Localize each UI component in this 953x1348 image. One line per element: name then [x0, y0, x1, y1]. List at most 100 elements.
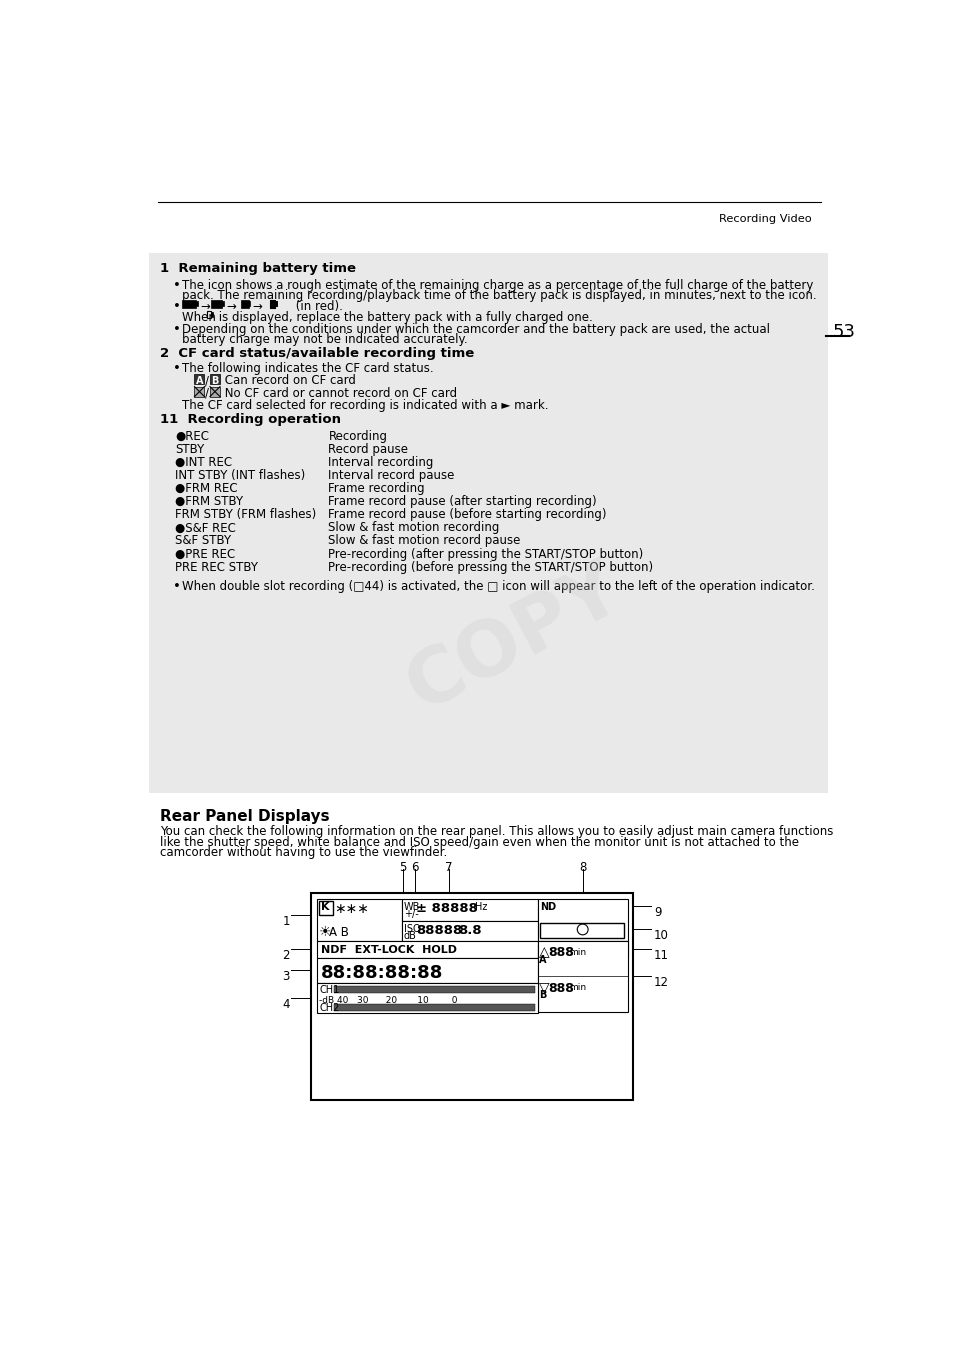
Text: Interval record pause: Interval record pause: [328, 469, 455, 483]
Text: →: →: [226, 301, 235, 313]
Bar: [402, 899, 537, 921]
Text: 11  Recording operation: 11 Recording operation: [159, 412, 340, 426]
Text: The CF card selected for recording is indicated with a ► mark.: The CF card selected for recording is in…: [182, 399, 548, 412]
Text: △: △: [538, 945, 549, 958]
Text: pack. The remaining recording/playback time of the battery pack is displayed, in: pack. The remaining recording/playback t…: [182, 288, 816, 302]
Text: ●INT REC: ●INT REC: [174, 456, 232, 469]
Bar: [270, 301, 274, 309]
Text: A B: A B: [329, 926, 349, 938]
Text: 88:88:88:88: 88:88:88:88: [320, 964, 442, 983]
Text: FRM STBY (FRM flashes): FRM STBY (FRM flashes): [174, 508, 316, 522]
Bar: [149, 252, 827, 793]
Bar: [334, 987, 534, 993]
Text: Slow & fast motion record pause: Slow & fast motion record pause: [328, 534, 520, 547]
Text: When double slot recording (□44) is activated, the □ icon will appear to the lef: When double slot recording (□44) is acti…: [182, 580, 814, 593]
Text: Can record on CF card: Can record on CF card: [220, 375, 355, 387]
Text: °: °: [472, 906, 476, 915]
Bar: [210, 375, 220, 384]
Bar: [222, 301, 224, 306]
Text: Frame recording: Frame recording: [328, 483, 425, 495]
Text: +/-: +/-: [403, 910, 418, 919]
Bar: [274, 301, 276, 306]
Text: dB: dB: [403, 931, 416, 941]
Text: Recording Video: Recording Video: [718, 214, 810, 224]
Text: battery charge may not be indicated accurately.: battery charge may not be indicated accu…: [182, 333, 467, 346]
Text: •: •: [173, 279, 181, 291]
Text: Rear Panel Displays: Rear Panel Displays: [159, 809, 329, 824]
Bar: [316, 899, 402, 941]
Text: You can check the following information on the rear panel. This allows you to ea: You can check the following information …: [159, 825, 832, 838]
Bar: [537, 941, 627, 1012]
Bar: [212, 301, 222, 309]
Text: ▽: ▽: [538, 980, 549, 995]
Bar: [249, 301, 250, 306]
Text: ☀: ☀: [319, 925, 332, 938]
Bar: [274, 301, 276, 306]
Text: 53: 53: [831, 324, 854, 341]
Text: Pre-recording (before pressing the START/STOP button): Pre-recording (before pressing the START…: [328, 561, 653, 574]
Bar: [402, 921, 537, 941]
Bar: [537, 941, 627, 958]
Text: ●S&F REC: ●S&F REC: [174, 522, 235, 534]
Text: 8.8: 8.8: [457, 925, 481, 937]
Text: min: min: [568, 948, 585, 957]
Text: /: /: [205, 375, 209, 387]
Text: A: A: [538, 954, 546, 965]
Text: →: →: [253, 301, 262, 313]
Text: /: /: [205, 387, 209, 399]
Text: ∗∗∗: ∗∗∗: [335, 902, 369, 915]
Bar: [207, 311, 212, 318]
Text: 3: 3: [282, 971, 290, 983]
Text: 88888: 88888: [416, 925, 462, 937]
Bar: [270, 301, 274, 309]
Text: WB: WB: [403, 903, 419, 913]
Text: •: •: [173, 363, 181, 375]
Text: ●REC: ●REC: [174, 430, 209, 442]
Bar: [311, 894, 633, 1100]
Text: The icon shows a rough estimate of the remaining charge as a percentage of the f: The icon shows a rough estimate of the r…: [182, 279, 813, 291]
Text: 2: 2: [282, 949, 290, 962]
Text: 2  CF card status/available recording time: 2 CF card status/available recording tim…: [159, 348, 474, 360]
Text: Record pause: Record pause: [328, 442, 408, 456]
Text: min: min: [568, 983, 585, 992]
Bar: [566, 948, 568, 954]
Bar: [194, 387, 204, 396]
Text: A: A: [195, 376, 203, 386]
Text: 6: 6: [411, 861, 418, 874]
Text: camcorder without having to use the viewfinder.: camcorder without having to use the view…: [159, 845, 446, 859]
Text: ●PRE REC: ●PRE REC: [174, 547, 235, 561]
Text: ●FRM STBY: ●FRM STBY: [174, 495, 243, 508]
Bar: [316, 958, 537, 983]
Text: NDF  EXT-LOCK  HOLD: NDF EXT-LOCK HOLD: [320, 945, 456, 954]
Text: B: B: [538, 991, 546, 1000]
Bar: [194, 375, 204, 384]
Text: 10: 10: [654, 929, 668, 942]
Text: Depending on the conditions under which the camcorder and the battery pack are u: Depending on the conditions under which …: [182, 324, 769, 337]
Text: Frame record pause (after starting recording): Frame record pause (after starting recor…: [328, 495, 597, 508]
Text: is displayed, replace the battery pack with a fully charged one.: is displayed, replace the battery pack w…: [214, 311, 592, 324]
Bar: [538, 946, 551, 954]
Text: When: When: [182, 311, 219, 324]
Bar: [241, 301, 249, 309]
Text: 12: 12: [654, 976, 668, 989]
Text: PRE REC STBY: PRE REC STBY: [174, 561, 257, 574]
Text: INT STBY (INT flashes): INT STBY (INT flashes): [174, 469, 305, 483]
Text: 888: 888: [548, 946, 574, 960]
Bar: [195, 301, 197, 306]
Bar: [316, 983, 537, 1014]
Text: ± 88888: ± 88888: [416, 903, 477, 915]
Text: Frame record pause (before starting recording): Frame record pause (before starting reco…: [328, 508, 606, 522]
Text: •: •: [173, 580, 181, 593]
Text: 4: 4: [282, 998, 290, 1011]
Text: •: •: [173, 301, 181, 313]
Text: COPY: COPY: [395, 551, 634, 727]
Text: Pre-recording (after pressing the START/STOP button): Pre-recording (after pressing the START/…: [328, 547, 643, 561]
Text: 8: 8: [578, 861, 586, 874]
Text: →: →: [199, 301, 210, 313]
Text: STBY: STBY: [174, 442, 204, 456]
Text: The following indicates the CF card status.: The following indicates the CF card stat…: [182, 363, 434, 375]
Text: 5: 5: [398, 861, 406, 874]
Bar: [210, 387, 220, 396]
Text: Hz: Hz: [475, 903, 487, 913]
Text: ISO: ISO: [403, 925, 420, 934]
